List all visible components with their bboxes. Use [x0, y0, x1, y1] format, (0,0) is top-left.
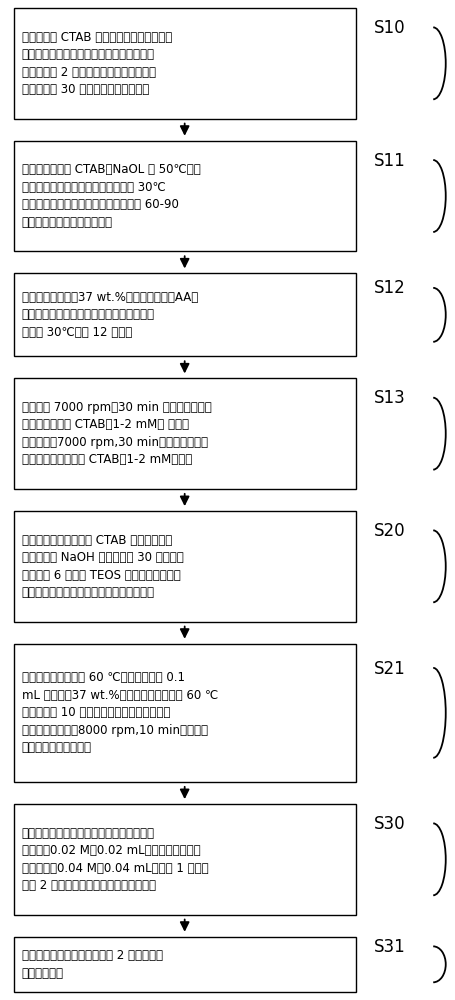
- Text: S11: S11: [373, 152, 405, 170]
- Bar: [14, 378, 355, 489]
- Text: 将一定量的 CTAB 与氯金酸混合，再加入冰
水混合物配制而成的硼氢化钠，经磁力搅拌
器剧烈搅拌 2 分钟后溶液由金黄色变成棕
黄色。静置 30 分钟，此为种子: 将一定量的 CTAB 与氯金酸混合，再加入冰 水混合物配制而成的硼氢化钠，经磁力…: [22, 31, 172, 96]
- Text: S10: S10: [373, 19, 404, 37]
- Bar: [14, 511, 355, 622]
- Text: S20: S20: [373, 522, 404, 540]
- Text: S31: S31: [373, 938, 405, 956]
- Bar: [14, 273, 355, 356]
- Bar: [14, 8, 355, 119]
- Text: S12: S12: [373, 279, 405, 297]
- Text: 取出上述产物，置于 60 ℃油浴中，添加 0.1
mL 浓盐酸（37 wt.%）开始腐蚀过程。在 60 ℃
油浴下腐蚀 10 分钟，添加冷置的甲醇来结束
腐蚀，: 取出上述产物，置于 60 ℃油浴中，添加 0.1 mL 浓盐酸（37 wt.%）…: [22, 671, 217, 754]
- Text: 将产物在 7000 rpm，30 min 下离心。去除上
层清液之后加入 CTAB（1-2 mM） 再进行
二次离心（7000 rpm,30 min）。去除上清: 将产物在 7000 rpm，30 min 下离心。去除上 层清液之后加入 CTA…: [22, 401, 211, 466]
- Text: 金纳米棒离心并分散在 CTAB 溶液中，在加
入一定量的 NaOH 溶液后，以 30 分钟的时
间间隔分 6 次加入 TEOS 溶液，持续搅拌两
天，得到由介孔: 金纳米棒离心并分散在 CTAB 溶液中，在加 入一定量的 NaOH 溶液后，以 …: [22, 534, 183, 599]
- Text: 依次加入浓盐酸（37 wt.%）、抗坏血酸（AA）
与种子溶液。并用磁力搅拌器剧烈搅拌，之
后恒温 30℃静置 12 小时。: 依次加入浓盐酸（37 wt.%）、抗坏血酸（AA） 与种子溶液。并用磁力搅拌器剧…: [22, 291, 198, 339]
- Text: S21: S21: [373, 660, 405, 678]
- Bar: [14, 644, 355, 782]
- Text: 最后将反应所得的产物，离心 2 次，测试透
射电镜样品。: 最后将反应所得的产物，离心 2 次，测试透 射电镜样品。: [22, 949, 162, 980]
- Bar: [14, 937, 355, 992]
- Text: S30: S30: [373, 815, 404, 833]
- Text: 将对应低浓度的 CTAB、NaOL 在 50℃下溶
解于另一瓶中作为生长溶液，冷却至 30℃
再加入硝酸银、氯金酸。在室温下搅拌 60-90
分钟后溶液由金黄色: 将对应低浓度的 CTAB、NaOL 在 50℃下溶 解于另一瓶中作为生长溶液，冷…: [22, 163, 200, 229]
- Bar: [14, 804, 355, 915]
- Bar: [14, 141, 355, 251]
- Text: S13: S13: [373, 389, 405, 407]
- Text: 取出分散在水溶液中的产物，添加四氯铂酸
钾溶液（0.02 M，0.02 mL），然后添加抗坏
血酸溶液（0.04 M，0.04 mL）搅拌 1 分钟，
静置 2: 取出分散在水溶液中的产物，添加四氯铂酸 钾溶液（0.02 M，0.02 mL），…: [22, 827, 208, 892]
